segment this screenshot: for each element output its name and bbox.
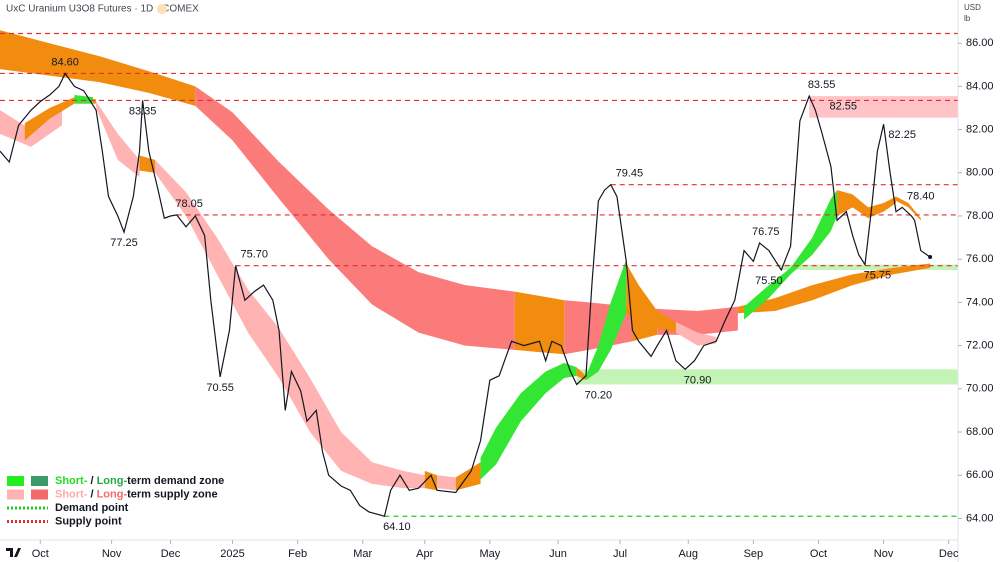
price-annotation: 82.55: [830, 101, 858, 113]
legend-swatch: [7, 476, 24, 486]
legend-label: Demand point: [55, 502, 129, 514]
x-tick-label: Feb: [288, 548, 307, 560]
last-price-dot: [928, 255, 933, 260]
y-tick-label: 84.00: [966, 80, 994, 92]
zone-band: [155, 159, 425, 489]
legend-text-part: Demand point: [55, 502, 129, 514]
legend-text-part: /: [87, 475, 96, 487]
x-tick-label: May: [479, 548, 500, 560]
price-annotation: 78.05: [175, 198, 203, 210]
y-tick-label: 72.00: [966, 340, 994, 352]
zone-band: [0, 30, 196, 106]
y-tick-label: 78.00: [966, 210, 994, 222]
price-annotation: 79.45: [616, 168, 644, 180]
x-tick-label: Oct: [32, 548, 49, 560]
price-annotation: 84.60: [51, 56, 79, 68]
zone-band: [576, 367, 586, 381]
price-annotation: 82.25: [888, 129, 916, 141]
demand-zone: [781, 264, 958, 270]
price-annotation: 83.35: [129, 105, 157, 117]
y-tick-label: 80.00: [966, 167, 994, 179]
zone-band: [744, 190, 838, 320]
logo-shape: [6, 548, 21, 557]
legend-text-part: term supply zone: [127, 488, 217, 500]
y-tick-label: 74.00: [966, 296, 994, 308]
price-annotation: 78.40: [907, 190, 935, 202]
x-tick-label: Nov: [874, 548, 894, 560]
legend-text-part: Supply point: [55, 515, 122, 527]
legend-label: Short- / Long-term supply zone: [55, 488, 218, 500]
x-tick-label: Nov: [102, 548, 122, 560]
y-tick-label: 76.00: [966, 253, 994, 265]
zone-band: [424, 470, 438, 491]
legend-label: Short- / Long-term demand zone: [55, 475, 224, 487]
zone-band: [895, 196, 921, 221]
x-tick-label: Jul: [613, 548, 627, 560]
price-annotation: 70.90: [684, 374, 712, 386]
legend-swatch: [31, 476, 48, 486]
x-tick-label: 2025: [220, 548, 244, 560]
y-tick-label: 70.00: [966, 383, 994, 395]
x-tick-label: Jun: [549, 548, 567, 560]
zone-band: [437, 475, 456, 491]
x-tick-label: Mar: [353, 548, 372, 560]
y-tick-label: 68.00: [966, 426, 994, 438]
zone-band: [514, 291, 565, 355]
zone-band: [585, 259, 627, 381]
supply-zone: [809, 96, 958, 118]
legend-text-part: /: [87, 488, 96, 500]
price-annotation: 75.75: [864, 270, 892, 282]
unit: lb: [964, 14, 971, 23]
currency: USD: [964, 3, 981, 12]
legend-text-part: term demand zone: [127, 475, 224, 487]
delay-icon: [157, 4, 167, 14]
price-annotation: 70.55: [206, 382, 234, 394]
legend-text-part: Short-: [55, 475, 88, 487]
x-tick-label: Apr: [416, 548, 433, 560]
price-annotation: 75.70: [240, 249, 268, 261]
plot-area: 84.60 83.35 77.25 78.05 75.70 70.55 64.10 70.20…: [0, 30, 958, 533]
zone-band: [675, 321, 717, 346]
x-tick-label: Aug: [678, 548, 698, 560]
zone-band: [626, 263, 676, 333]
price-annotation: 70.20: [585, 389, 613, 401]
price-annotation: 77.25: [110, 237, 138, 249]
legend-text-part: Long-: [97, 488, 128, 500]
y-tick-label: 66.00: [966, 469, 994, 481]
price-annotation: 83.55: [808, 79, 836, 91]
demand-zone: [576, 369, 958, 385]
price-annotation: 76.75: [752, 226, 780, 238]
chart-title: UxC Uranium U3O8 Futures · 1D · COMEX: [6, 4, 199, 15]
legend-label: Supply point: [55, 515, 122, 527]
tradingview-logo: [6, 548, 21, 557]
legend-text-part: Short-: [55, 488, 88, 500]
x-tick-label: Dec: [161, 548, 181, 560]
y-tick-label: 86.00: [966, 37, 994, 49]
x-tick-label: Sep: [744, 548, 764, 560]
zone-band: [837, 190, 896, 219]
y-tick-label: 82.00: [966, 124, 994, 136]
y-tick-label: 64.00: [966, 512, 994, 524]
legend-swatch: [31, 489, 48, 500]
price-line: [0, 72, 931, 517]
x-tick-label: Dec: [939, 548, 959, 560]
legend-text-part: Long-: [97, 475, 128, 487]
legend-swatch: [7, 489, 24, 500]
zone-band: [195, 86, 515, 350]
x-tick-label: Oct: [810, 548, 827, 560]
price-annotation: 75.50: [755, 275, 783, 287]
zone-band: [96, 101, 140, 178]
price-annotation: 64.10: [383, 521, 411, 533]
zone-band: [737, 263, 931, 314]
zone-band: [480, 362, 577, 480]
